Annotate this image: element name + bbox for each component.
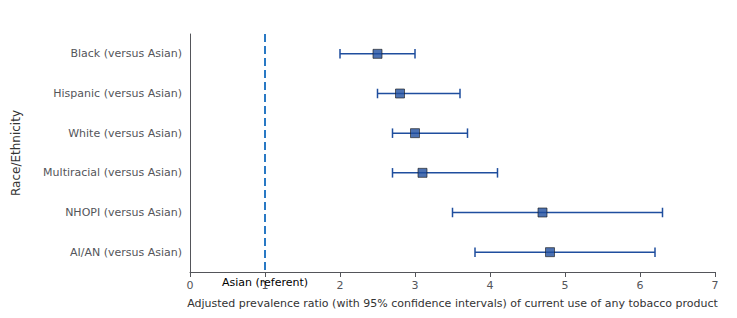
svg-text:2: 2 [337, 279, 344, 292]
svg-text:NHOPI (versus Asian): NHOPI (versus Asian) [65, 206, 182, 219]
svg-text:Hispanic (versus Asian): Hispanic (versus Asian) [53, 87, 182, 100]
svg-text:Asian (referent): Asian (referent) [222, 276, 308, 289]
svg-text:6: 6 [637, 279, 644, 292]
svg-text:5: 5 [562, 279, 569, 292]
svg-text:AI/AN (versus Asian): AI/AN (versus Asian) [70, 246, 182, 259]
svg-text:Adjusted prevalence ratio (wit: Adjusted prevalence ratio (with 95% conf… [187, 297, 718, 310]
svg-text:4: 4 [487, 279, 494, 292]
svg-text:7: 7 [712, 279, 719, 292]
svg-text:0: 0 [187, 279, 194, 292]
svg-text:White (versus Asian): White (versus Asian) [68, 127, 182, 140]
svg-text:3: 3 [412, 279, 419, 292]
svg-text:Multiracial (versus Asian): Multiracial (versus Asian) [43, 166, 182, 179]
svg-text:Race/Ethnicity: Race/Ethnicity [9, 110, 23, 196]
svg-text:Black (versus Asian): Black (versus Asian) [70, 47, 182, 60]
